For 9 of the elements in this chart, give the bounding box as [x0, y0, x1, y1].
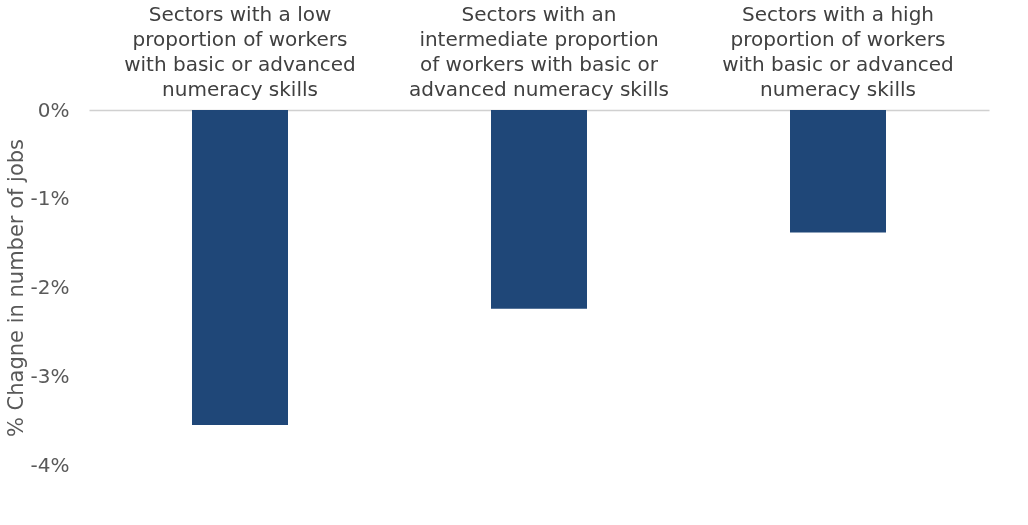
y-tick-label: -1%	[30, 186, 70, 211]
x-tick-label: Sectors with a high proportion of workers with basic or advanced numeracy skills	[722, 2, 954, 101]
x-tick-label: Sectors with a low proportion of workers with basic or advanced numeracy skills	[124, 2, 356, 101]
x-tick-label: Sectors with an intermediate proportion of workers with basic or advanced numeracy skills	[409, 2, 669, 101]
y-axis-title: % Chagne in number of jobs	[3, 138, 28, 438]
y-tick-label: -2%	[30, 275, 70, 299]
y-tick-label: -3%	[30, 363, 70, 388]
y-tick-label: -4%	[30, 452, 70, 477]
y-tick-label: 0%	[37, 97, 70, 122]
